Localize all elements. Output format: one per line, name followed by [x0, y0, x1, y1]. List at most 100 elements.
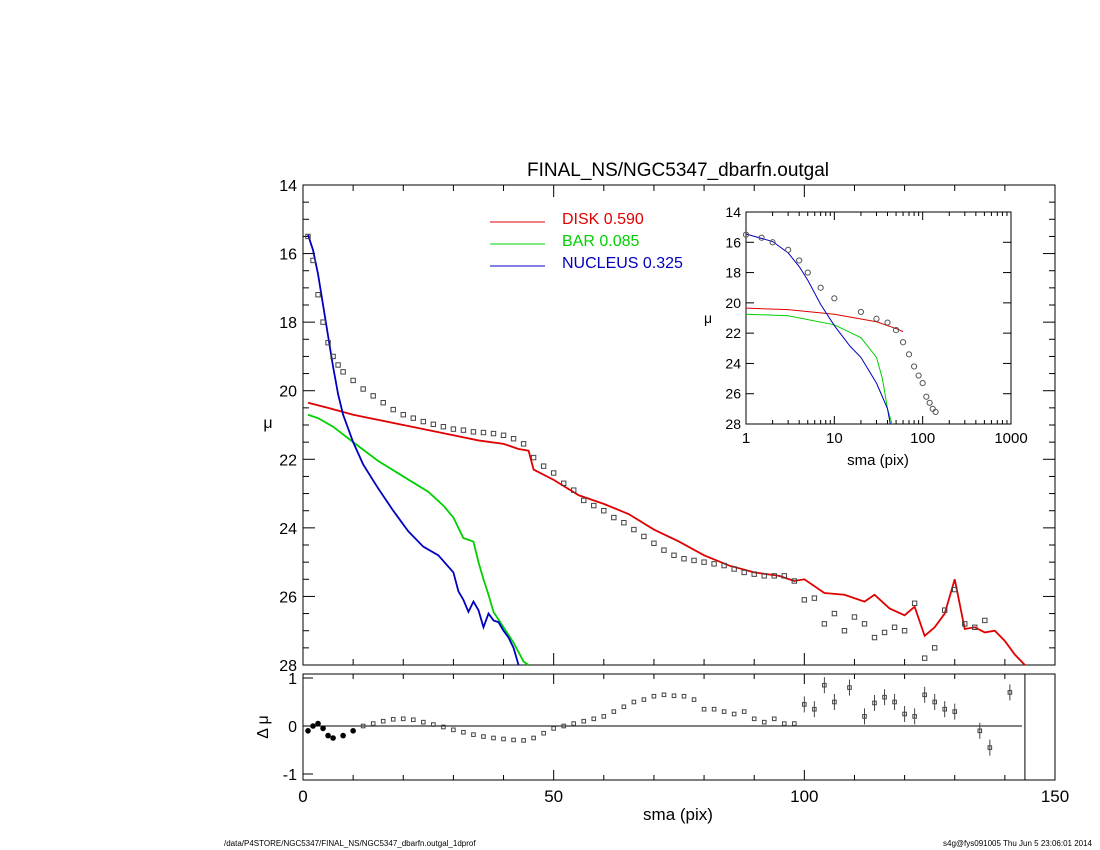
residual-point [751, 716, 757, 722]
inset-data-point [905, 351, 913, 358]
residual-point [451, 727, 456, 733]
residual-point [400, 716, 406, 722]
residual-point [305, 728, 311, 734]
main-series [305, 233, 1026, 666]
residual-point [421, 719, 426, 725]
residual-point [340, 732, 346, 739]
residual-point [987, 745, 993, 750]
main-legend: DISK 0.590 BAR 0.085 NUCLEUS 0.325 [490, 211, 683, 272]
residual-point [741, 709, 747, 714]
data-point [761, 573, 767, 579]
residual-point [902, 711, 907, 717]
residual-point [701, 706, 707, 712]
residual-point [822, 682, 827, 688]
data-point [335, 362, 341, 368]
data-point [681, 556, 687, 562]
residual-point [571, 721, 577, 726]
residual-series [303, 674, 1026, 780]
residual-x-tick-label: 0 [298, 787, 307, 806]
data-point [641, 533, 647, 540]
residual-x-tick-label: 150 [1041, 787, 1069, 806]
data-point [560, 480, 567, 486]
data-point [500, 432, 507, 438]
data-point [781, 573, 787, 579]
data-point [701, 559, 707, 565]
inset-y-tick-label: 22 [725, 325, 741, 341]
inset-data-point [915, 372, 922, 379]
inset-series [742, 231, 939, 425]
residual-point [812, 706, 817, 712]
inset-y-tick-label: 26 [725, 386, 741, 402]
residual-point [511, 737, 516, 743]
residual-point [1007, 690, 1013, 695]
inset-data-point [758, 234, 765, 241]
data-point [621, 520, 627, 526]
residual-point [461, 729, 466, 735]
inset-data-point [857, 308, 865, 316]
data-point [982, 617, 988, 624]
data-point [330, 353, 336, 360]
residual-point [912, 714, 917, 719]
inset-y-tick-label: 14 [725, 204, 741, 220]
main-plot-panel: 14 16 18 20 22 24 26 28 μ DISK 0.590 BAR 0.085 NU… [263, 178, 1056, 675]
residual-point [691, 697, 697, 702]
data-point [360, 386, 366, 392]
residual-point [892, 699, 897, 705]
residual-point [491, 735, 496, 741]
residual-point [862, 714, 867, 719]
data-point [901, 628, 908, 634]
data-point [821, 621, 828, 627]
inset-y-tick-label: 16 [725, 234, 741, 250]
data-point [591, 502, 597, 509]
data-point [310, 257, 316, 264]
data-point [320, 319, 326, 325]
data-point [550, 470, 557, 476]
inset-data-point [884, 319, 891, 326]
data-point [315, 292, 321, 298]
residual-point [320, 725, 326, 732]
residual-point [325, 732, 331, 739]
main-x-ticks [302, 185, 1056, 665]
data-point [430, 421, 437, 428]
data-point [671, 552, 677, 558]
inset-series-line-disk [745, 307, 904, 333]
inset-plot-panel: 14 16 18 20 22 24 26 28 1 10 100 1000 μ sma (pix) [704, 204, 1028, 469]
data-point [972, 624, 978, 630]
data-point [942, 607, 948, 613]
residual-x-tick-label: 50 [544, 787, 563, 806]
footer-timestamp: s4g@fys091005 Thu Jun 5 23:06:01 2014 [943, 839, 1092, 848]
residual-point [922, 692, 927, 698]
residual-point [431, 722, 436, 727]
inset-data-point [831, 295, 838, 302]
data-point [962, 621, 968, 627]
data-point [841, 628, 848, 634]
residual-y-ticks: -1 0 1 [283, 671, 313, 784]
data-point [305, 233, 311, 240]
main-y-tick-label: 16 [279, 247, 297, 264]
residual-point [330, 735, 336, 741]
inset-x-tick-label: 1 [742, 430, 750, 447]
residual-point [310, 723, 316, 729]
residual-y-axis-label: Δ μ [255, 715, 272, 738]
inset-x-ticks: 1 10 100 1000 [742, 212, 1028, 447]
inset-data-point [873, 315, 880, 322]
residual-point [847, 685, 852, 690]
inset-data-point [742, 231, 750, 238]
inset-y-tick-label: 28 [725, 416, 741, 432]
residual-point [611, 709, 617, 714]
main-y-tick-label: 18 [279, 315, 297, 332]
data-point [530, 454, 537, 461]
residual-point [581, 718, 587, 724]
residual-point [977, 728, 983, 734]
residual-point [410, 717, 416, 723]
data-point [691, 557, 697, 564]
inset-data-point [769, 239, 776, 246]
inset-data-point [923, 393, 930, 400]
data-point [325, 340, 331, 346]
data-point [731, 566, 737, 572]
legend-label-nucleus: NUCLEUS 0.325 [562, 255, 683, 272]
series-line-nucleus [307, 234, 520, 666]
data-point [400, 412, 406, 418]
inset-data-point [817, 284, 824, 291]
data-point [390, 406, 396, 413]
